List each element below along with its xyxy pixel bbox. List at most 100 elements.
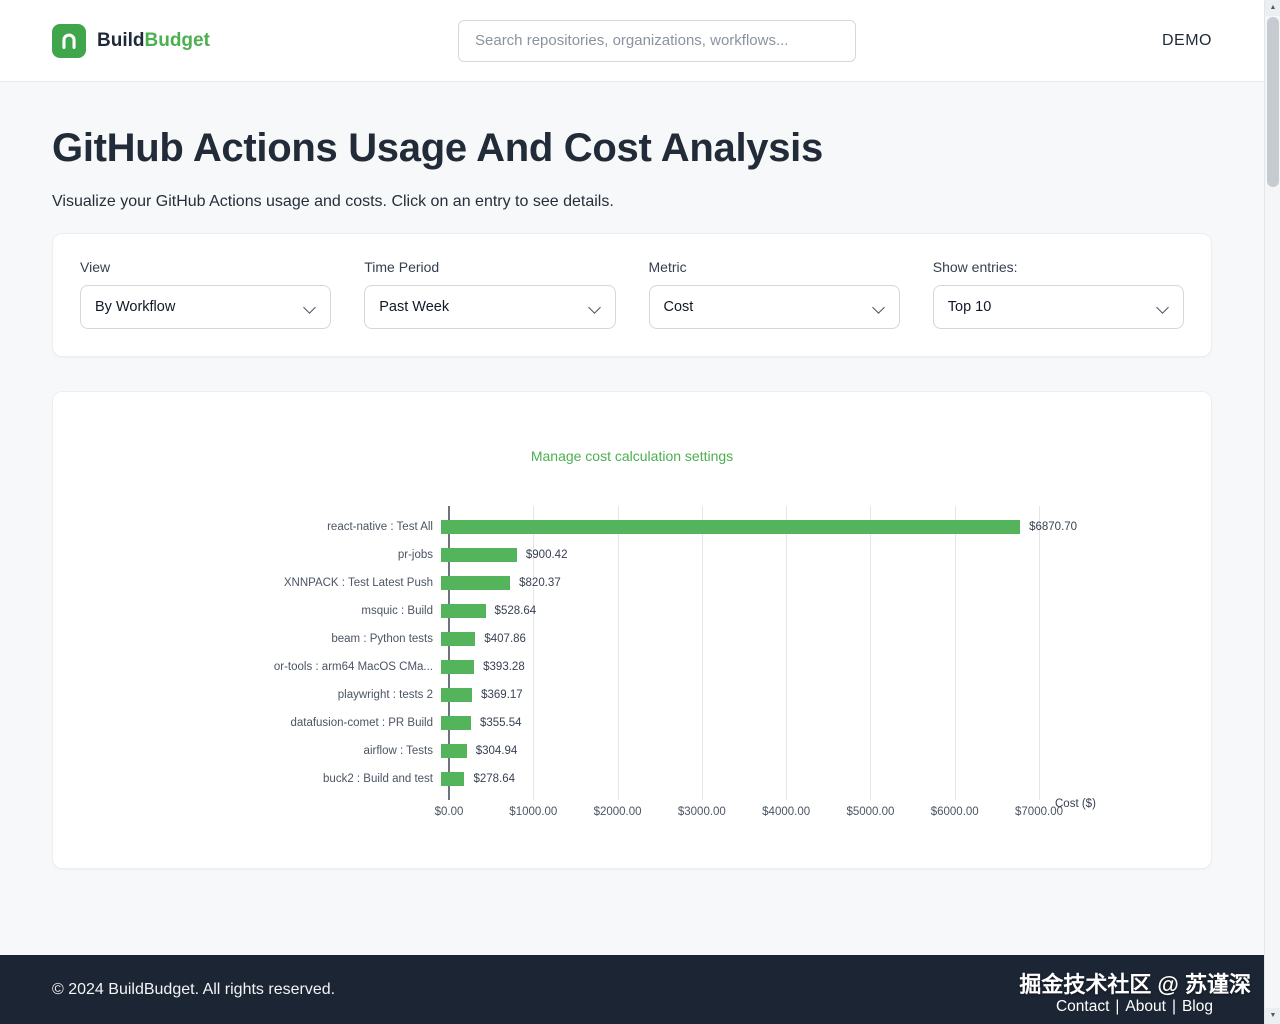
chart-x-axis-title: Cost ($)	[1055, 798, 1096, 810]
chart-row[interactable]: msquic : Build $528.64	[79, 597, 1187, 625]
bar-track: $407.86	[441, 632, 1031, 646]
filter-label: Time Period	[364, 259, 440, 275]
link-separator: |	[1171, 998, 1176, 1015]
bar-track: $278.64	[441, 772, 1031, 786]
chevron-down-icon	[873, 301, 885, 313]
bar-category-label: msquic : Build	[361, 605, 433, 617]
chart-row[interactable]: beam : Python tests $407.86	[79, 625, 1187, 653]
contact-link[interactable]: Contact	[1055, 998, 1110, 1015]
bar-value-label: $900.42	[525, 549, 568, 561]
bar[interactable]	[441, 660, 475, 674]
bar[interactable]	[441, 744, 467, 758]
x-tick-label: $7000.00	[1015, 806, 1063, 818]
chart-row[interactable]: buck2 : Build and test $278.64	[79, 765, 1187, 793]
scroll-down-arrow-icon[interactable]: ▼	[1265, 1008, 1280, 1024]
vertical-scrollbar[interactable]: ▲ ▼	[1264, 0, 1280, 1024]
view-select[interactable]: By Workflow	[80, 285, 332, 329]
bar[interactable]	[441, 548, 517, 562]
bar-category-label: buck2 : Build and test	[323, 773, 433, 785]
about-link[interactable]: About	[1125, 998, 1166, 1015]
buildbudget-logo-icon	[52, 23, 86, 58]
chart-row[interactable]: or-tools : arm64 MacOS CMa... $393.28	[79, 653, 1187, 681]
bar-value-label: $6870.70	[1029, 521, 1078, 533]
bar-track: $393.28	[441, 660, 1031, 674]
x-tick-label: $2000.00	[593, 806, 642, 818]
chart-row[interactable]: airflow : Tests $304.94	[79, 737, 1187, 765]
chart-row[interactable]: datafusion-comet : PR Build $355.54	[79, 709, 1187, 737]
bar-value-label: $528.64	[494, 605, 537, 617]
search-container	[458, 19, 856, 62]
filter-group-show-entries: Show entries: Top 10	[932, 259, 1184, 329]
bar-value-label: $393.28	[483, 661, 525, 673]
time-period-select[interactable]: Past Week	[364, 285, 616, 329]
bar-track: $6870.70	[441, 520, 1077, 534]
bar-category-label: beam : Python tests	[331, 633, 433, 645]
select-value: Past Week	[379, 299, 450, 315]
cost-bar-chart: react-native : Test All $6870.70 pr-jobs $9…	[79, 506, 1187, 822]
link-separator: |	[1115, 998, 1120, 1015]
manage-cost-settings-link[interactable]: Manage cost calculation settings	[530, 448, 734, 464]
bar[interactable]	[441, 716, 471, 730]
demo-link[interactable]: DEMO	[1162, 31, 1212, 49]
bar-value-label: $407.86	[484, 633, 526, 645]
blog-link[interactable]: Blog	[1181, 998, 1213, 1015]
bar[interactable]	[441, 688, 473, 702]
show-entries-select[interactable]: Top 10	[932, 285, 1184, 329]
metric-select[interactable]: Cost	[648, 285, 900, 329]
select-value: Top 10	[947, 299, 992, 315]
chart-card: Manage cost calculation settings react-n…	[52, 391, 1212, 869]
bar[interactable]	[441, 576, 511, 590]
x-tick-label: $3000.00	[677, 806, 726, 818]
x-tick-label: $0.00	[434, 806, 464, 818]
chart-plot-area: react-native : Test All $6870.70 pr-jobs $9…	[79, 506, 1187, 800]
filter-label: Metric	[648, 259, 687, 275]
x-tick-label: $1000.00	[509, 806, 558, 818]
bar-category-label: airflow : Tests	[363, 745, 433, 757]
bar-category-label: playwright : tests 2	[337, 689, 433, 701]
x-tick-label: $5000.00	[846, 806, 895, 818]
brand-name: BuildBudget	[97, 29, 210, 51]
bar-track: $900.42	[441, 548, 1031, 562]
search-input[interactable]	[458, 19, 856, 62]
filter-group-time-period: Time Period Past Week	[364, 259, 616, 329]
bar-category-label: XNNPACK : Test Latest Push	[283, 577, 433, 589]
footer-links: Contact | About | Blog	[1056, 998, 1213, 1016]
scrollbar-thumb[interactable]	[1267, 17, 1279, 187]
scroll-up-arrow-icon[interactable]: ▲	[1265, 0, 1280, 16]
bar[interactable]	[441, 520, 1021, 534]
chart-x-axis: $0.00 $1000.00 $2000.00 $3000.00 $4000.00 $50…	[435, 800, 1063, 822]
watermark-text: 掘金技术社区 @ 苏谨深	[1019, 972, 1251, 997]
filter-label: Show entries:	[932, 259, 1018, 275]
page-subtitle: Visualize your GitHub Actions usage and …	[52, 193, 614, 210]
chevron-down-icon	[304, 301, 316, 313]
bar-value-label: $820.37	[519, 577, 561, 589]
filter-group-metric: Metric Cost	[648, 259, 900, 329]
bar-category-label: pr-jobs	[397, 549, 433, 561]
bar[interactable]	[441, 632, 476, 646]
bar-value-label: $304.94	[475, 745, 518, 757]
chart-row[interactable]: playwright : tests 2 $369.17	[79, 681, 1187, 709]
select-value: By Workflow	[95, 299, 176, 315]
chart-row[interactable]: pr-jobs $900.42	[79, 541, 1187, 569]
bar-value-label: $278.64	[473, 773, 516, 785]
bar-category-label: or-tools : arm64 MacOS CMa...	[273, 661, 433, 673]
x-tick-label: $4000.00	[762, 806, 811, 818]
page-title: GitHub Actions Usage And Cost Analysis	[52, 126, 823, 170]
chart-row[interactable]: XNNPACK : Test Latest Push $820.37	[79, 569, 1187, 597]
bar[interactable]	[441, 772, 465, 786]
brand[interactable]: BuildBudget	[52, 23, 210, 58]
copyright-text: © 2024 BuildBudget. All rights reserved.	[52, 980, 336, 998]
bar[interactable]	[441, 604, 486, 618]
bar-value-label: $355.54	[479, 717, 522, 729]
chart-row[interactable]: react-native : Test All $6870.70	[79, 513, 1187, 541]
chevron-down-icon	[1157, 301, 1169, 313]
select-value: Cost	[663, 299, 694, 315]
filters-card: View By Workflow Time Period Past Week M…	[52, 233, 1212, 357]
x-tick-label: $6000.00	[930, 806, 979, 818]
bar-track: $304.94	[441, 744, 1031, 758]
filter-group-view: View By Workflow	[80, 259, 332, 329]
chevron-down-icon	[589, 301, 601, 313]
bar-track: $820.37	[441, 576, 1031, 590]
filter-label: View	[80, 259, 111, 275]
